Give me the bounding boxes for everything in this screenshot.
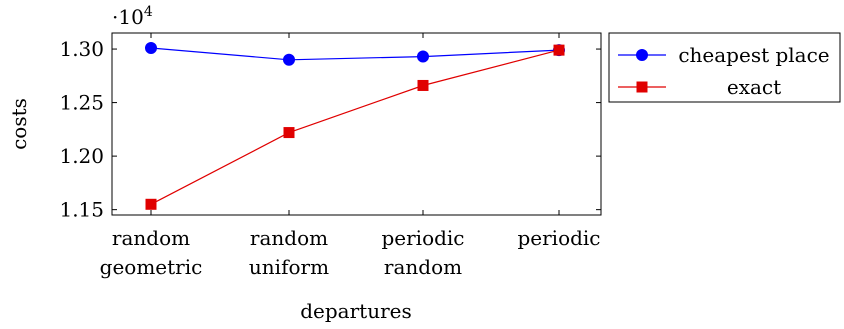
y-tick-label: 1.25 xyxy=(59,91,104,115)
series-line xyxy=(150,49,560,205)
x-tick-label: random xyxy=(250,226,328,250)
legend-marker xyxy=(636,49,648,61)
x-axis: random geometric random uniform periodic rand… xyxy=(100,33,601,279)
legend-label: exact xyxy=(727,75,781,99)
data-point xyxy=(145,41,157,54)
y-tick-label: 1.15 xyxy=(59,198,104,222)
y-multiplier: ·104 xyxy=(112,4,153,29)
x-tick-label: geometric xyxy=(100,255,203,279)
y-tick-label: 1.20 xyxy=(59,144,104,168)
data-point xyxy=(145,198,157,210)
legend-label: cheapest place xyxy=(678,43,829,67)
x-tick-label: random xyxy=(112,226,190,250)
data-point xyxy=(283,53,295,66)
data-point xyxy=(417,79,429,91)
x-tick-label: uniform xyxy=(249,255,329,279)
legend: cheapest place exact xyxy=(608,32,841,103)
series-layer xyxy=(145,41,565,210)
x-tick-label: random xyxy=(384,255,462,279)
x-tick-label: periodic xyxy=(381,226,464,250)
y-multiplier-base: ·10 xyxy=(112,5,144,29)
y-axis-label: costs xyxy=(7,98,31,150)
series-line xyxy=(150,47,560,61)
y-multiplier-exponent: 4 xyxy=(144,4,153,20)
y-tick-label: 1.30 xyxy=(59,37,104,61)
series-exact xyxy=(145,44,565,210)
data-point xyxy=(417,50,429,63)
x-tick-label: periodic xyxy=(517,226,600,250)
y-axis: 1.15 1.20 1.25 1.30 xyxy=(59,37,601,222)
plot-frame xyxy=(111,32,602,216)
data-point xyxy=(553,44,565,56)
x-axis-label: departures xyxy=(300,299,412,323)
legend-marker xyxy=(636,81,648,93)
series-cheapest-place xyxy=(145,41,565,66)
data-point xyxy=(283,127,295,139)
